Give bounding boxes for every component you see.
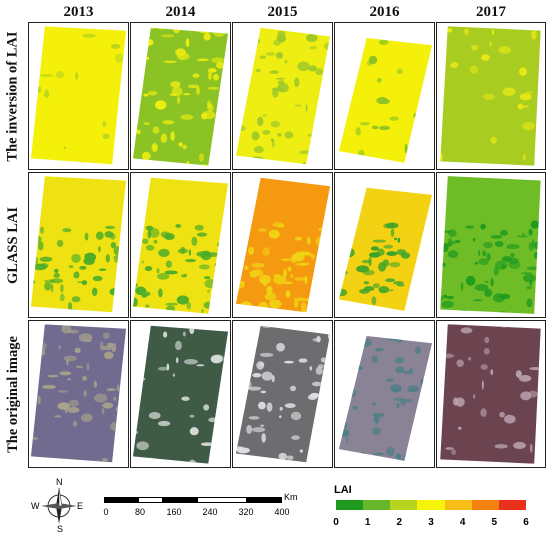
legend-tick-label: 1	[364, 517, 371, 528]
map-panel-glass-lai-2015	[232, 172, 333, 318]
compass-w-label: W	[31, 501, 40, 511]
map-panel-lai-inversion-2013	[28, 22, 129, 170]
legend-swatch	[390, 500, 418, 510]
map-panel-lai-inversion-2016	[334, 22, 435, 170]
legend-tick-label: 3	[428, 517, 434, 528]
legend-swatch	[363, 500, 391, 510]
legend-swatch	[498, 500, 527, 510]
map-panel-original-image-2013	[28, 320, 129, 468]
map-panel-glass-lai-2017	[436, 172, 546, 318]
legend-swatch	[471, 500, 500, 510]
legend-swatch	[444, 500, 473, 510]
map-panel-glass-lai-2016	[334, 172, 435, 318]
compass-e-label: E	[77, 501, 84, 511]
map-panel-lai-inversion-2014	[130, 22, 231, 170]
compass-rose: N S E W	[31, 477, 84, 534]
row-header-glass-lai: GLASS LAI	[4, 206, 21, 284]
map-panel-glass-lai-2013	[28, 172, 129, 318]
scale-unit: Km	[284, 492, 298, 502]
year-header-2016: 2016	[369, 4, 400, 20]
year-header-2017: 2017	[476, 4, 506, 20]
legend-tick-label: 6	[523, 517, 529, 528]
scale-tick-160: 160	[166, 507, 182, 517]
row-header-original-image: The original image	[4, 335, 21, 453]
scale-tick-0: 0	[103, 507, 109, 517]
scale-bar-seg	[162, 497, 198, 503]
compass-icon	[41, 487, 77, 524]
compass-s-label: S	[57, 524, 64, 534]
scale-tick-240: 240	[202, 507, 218, 517]
map-panel-original-image-2016	[334, 320, 435, 468]
map-panel-glass-lai-2014	[130, 172, 231, 318]
row-header-lai-inversion: The inversion of LAI	[4, 30, 21, 162]
scale-tick-320: 320	[238, 507, 254, 517]
legend-tick-label: 5	[491, 517, 498, 528]
scale-tick-400: 400	[274, 507, 290, 517]
legend-title: LAI	[334, 484, 352, 496]
map-panel-original-image-2014	[130, 320, 231, 468]
legend-swatch	[336, 500, 364, 510]
map-panel-lai-inversion-2017	[436, 22, 546, 170]
map-panel-original-image-2015	[232, 320, 333, 468]
legend-tick-label: 2	[396, 517, 403, 528]
legend-tick-label: 4	[459, 517, 466, 528]
map-panel-lai-inversion-2015	[232, 22, 333, 170]
year-header-2014: 2014	[165, 4, 196, 20]
year-header-2015: 2015	[267, 4, 298, 20]
scale-bar-seg	[246, 497, 282, 503]
year-header-2013: 2013	[63, 4, 94, 20]
legend-swatch	[417, 500, 446, 510]
compass-n-label: N	[56, 477, 63, 487]
scale-tick-80: 80	[134, 507, 146, 517]
legend-tick-label: 0	[333, 517, 339, 528]
scale-bar-seg	[104, 497, 139, 503]
map-panel-original-image-2017	[436, 320, 546, 468]
